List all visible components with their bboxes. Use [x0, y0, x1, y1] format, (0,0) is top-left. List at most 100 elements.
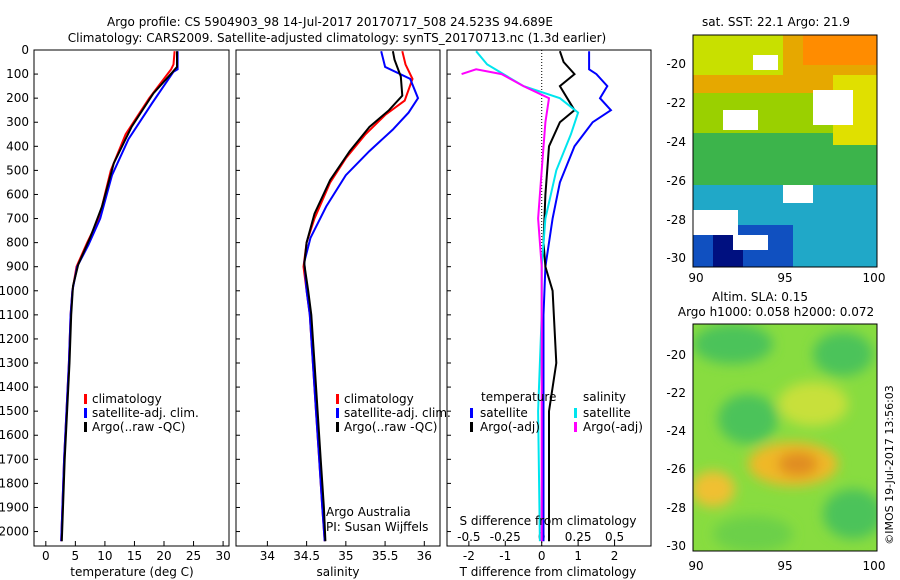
sla-blob-3 [718, 394, 778, 444]
sla-xtick-90: 90 [688, 559, 703, 573]
top-x-tick-label: -0.25 [490, 530, 521, 544]
sst-map: sat. SST: 22.1 Argo: 21.9 -20 -22 -24 -2… [666, 15, 885, 285]
cloud-mask-2 [813, 90, 853, 125]
salinity-x-label: salinity [316, 565, 359, 579]
sla-map-title-2: Argo h1000: 0.058 h2000: 0.072 [678, 305, 874, 319]
sla-blob-6 [778, 452, 818, 476]
top-x-tick-label: 0.5 [605, 530, 624, 544]
legend-label-climatology: climatology [92, 392, 162, 406]
annotation-argo-australia: Argo Australia [326, 505, 411, 519]
top-x-tick-label: -0.5 [457, 530, 480, 544]
y-tick-label: 100 [6, 67, 29, 81]
legend-label-satellite: satellite-adj. clim. [92, 406, 199, 420]
temperature-legend: climatology satellite-adj. clim. Argo(..… [84, 392, 199, 434]
sla-ytick-20: -20 [666, 348, 686, 362]
sst-xtick-100: 100 [863, 271, 886, 285]
x-tick-label: 34.5 [293, 549, 320, 563]
sst-xtick-90: 90 [688, 271, 703, 285]
legend-swatch-temp-satellite [470, 408, 473, 418]
x-tick-label: -1 [499, 549, 511, 563]
legend-swatch-climatology [84, 394, 87, 404]
y-tick-label: 900 [6, 260, 29, 274]
x-tick-label: 2 [611, 549, 619, 563]
sla-map: Altim. SLA: 0.15 Argo h1000: 0.058 h2000… [666, 290, 885, 573]
annotation-pi: PI: Susan Wijffels [326, 520, 428, 534]
temperature-panel: 0 5 10 15 20 25 300100200300400500600700800900… [0, 43, 231, 579]
x-tick-label: 20 [156, 549, 171, 563]
salinity-panel: 34 34.5 35 35.5 36 climatology satellite-adj… [235, 49, 451, 579]
sla-map-frame [692, 323, 878, 552]
sla-blob-2 [813, 332, 873, 376]
series-line [542, 50, 576, 542]
y-tick-label: 700 [6, 212, 29, 226]
sla-ytick-22: -22 [666, 386, 686, 400]
salinity-legend: climatology satellite-adj. clim. Argo(..… [336, 392, 451, 434]
cloud-mask-5 [733, 235, 768, 250]
x-tick-label: 15 [127, 549, 142, 563]
x-tick-label: 5 [72, 549, 80, 563]
y-tick-label: 1300 [0, 356, 29, 370]
legend-swatch-satellite [336, 408, 339, 418]
sla-ytick-26: -26 [666, 462, 686, 476]
y-tick-label: 1000 [0, 284, 29, 298]
sst-ytick-22: -22 [666, 96, 686, 110]
difference-top-x-label: S difference from climatology [460, 514, 637, 528]
series-line [60, 51, 179, 542]
temperature-plot-frame [33, 49, 230, 547]
temperature-marks: 0 5 10 15 20 25 300100200300400500600700800900… [0, 43, 231, 563]
sla-xtick-100: 100 [863, 559, 886, 573]
y-tick-label: 1700 [0, 452, 29, 466]
difference-plot-frame [446, 49, 652, 547]
sla-map-title-1: Altim. SLA: 0.15 [712, 290, 808, 304]
y-tick-label: 1200 [0, 332, 29, 346]
title-line-2: Climatology: CARS2009. Satellite-adjuste… [68, 31, 606, 45]
sla-ytick-30: -30 [666, 539, 686, 553]
series-line [461, 68, 551, 542]
sst-xtick-95: 95 [777, 271, 792, 285]
legend-label-sal-argo: Argo(-adj) [583, 420, 643, 434]
legend-label-satellite: satellite-adj. clim. [344, 406, 451, 420]
x-tick-label: 34 [260, 549, 275, 563]
top-x-tick-label: 0.25 [565, 530, 592, 544]
sst-image [693, 35, 877, 267]
y-tick-label: 300 [6, 115, 29, 129]
x-tick-label: 30 [215, 549, 230, 563]
cloud-mask-4 [693, 210, 738, 235]
salinity-marks: 34 34.5 35 35.5 36 [236, 49, 432, 563]
sla-blobs [693, 324, 877, 551]
y-tick-label: 1900 [0, 500, 29, 514]
y-tick-label: 200 [6, 91, 29, 105]
sla-blob-7 [693, 471, 735, 507]
y-tick-label: 1400 [0, 380, 29, 394]
salinity-plot-frame [235, 49, 441, 547]
difference-legend: temperature salinity satellite Argo(-adj… [470, 390, 643, 434]
sla-image [693, 324, 877, 551]
sla-ytick-24: -24 [666, 424, 686, 438]
difference-marks: -2 -1 0 1 2-0.5 -0.25 0 0.25 0.5 [447, 49, 624, 563]
legend-swatch-sal-argo [574, 422, 577, 432]
sst-map-title: sat. SST: 22.1 Argo: 21.9 [702, 15, 850, 29]
sla-blob-4 [778, 382, 848, 426]
y-tick-label: 1100 [0, 308, 29, 322]
sla-xtick-95: 95 [777, 559, 792, 573]
y-tick-label: 2000 [0, 525, 29, 539]
difference-panel: -2 -1 0 1 2-0.5 -0.25 0 0.25 0.5 temperature sal… [446, 49, 652, 579]
y-tick-label: 400 [6, 139, 29, 153]
series-line [303, 51, 404, 542]
legend-swatch-argo [84, 422, 87, 432]
series-line [60, 51, 176, 542]
legend-label-temp-argo: Argo(-adj) [480, 420, 540, 434]
legend-label-sal-satellite: satellite [583, 406, 631, 420]
temperature-x-label: temperature (deg C) [70, 565, 193, 579]
x-tick-label: 35 [338, 549, 353, 563]
legend-swatch-temp-argo [470, 422, 473, 432]
legend-label-argo: Argo(..raw -QC) [92, 420, 185, 434]
sla-ytick-28: -28 [666, 501, 686, 515]
sst-ytick-28: -28 [666, 213, 686, 227]
legend-label-argo: Argo(..raw -QC) [344, 420, 437, 434]
legend-header-salinity: salinity [583, 390, 626, 404]
x-tick-label: -2 [463, 549, 475, 563]
cloud-mask-3 [783, 185, 813, 203]
y-tick-label: 0 [21, 43, 29, 57]
